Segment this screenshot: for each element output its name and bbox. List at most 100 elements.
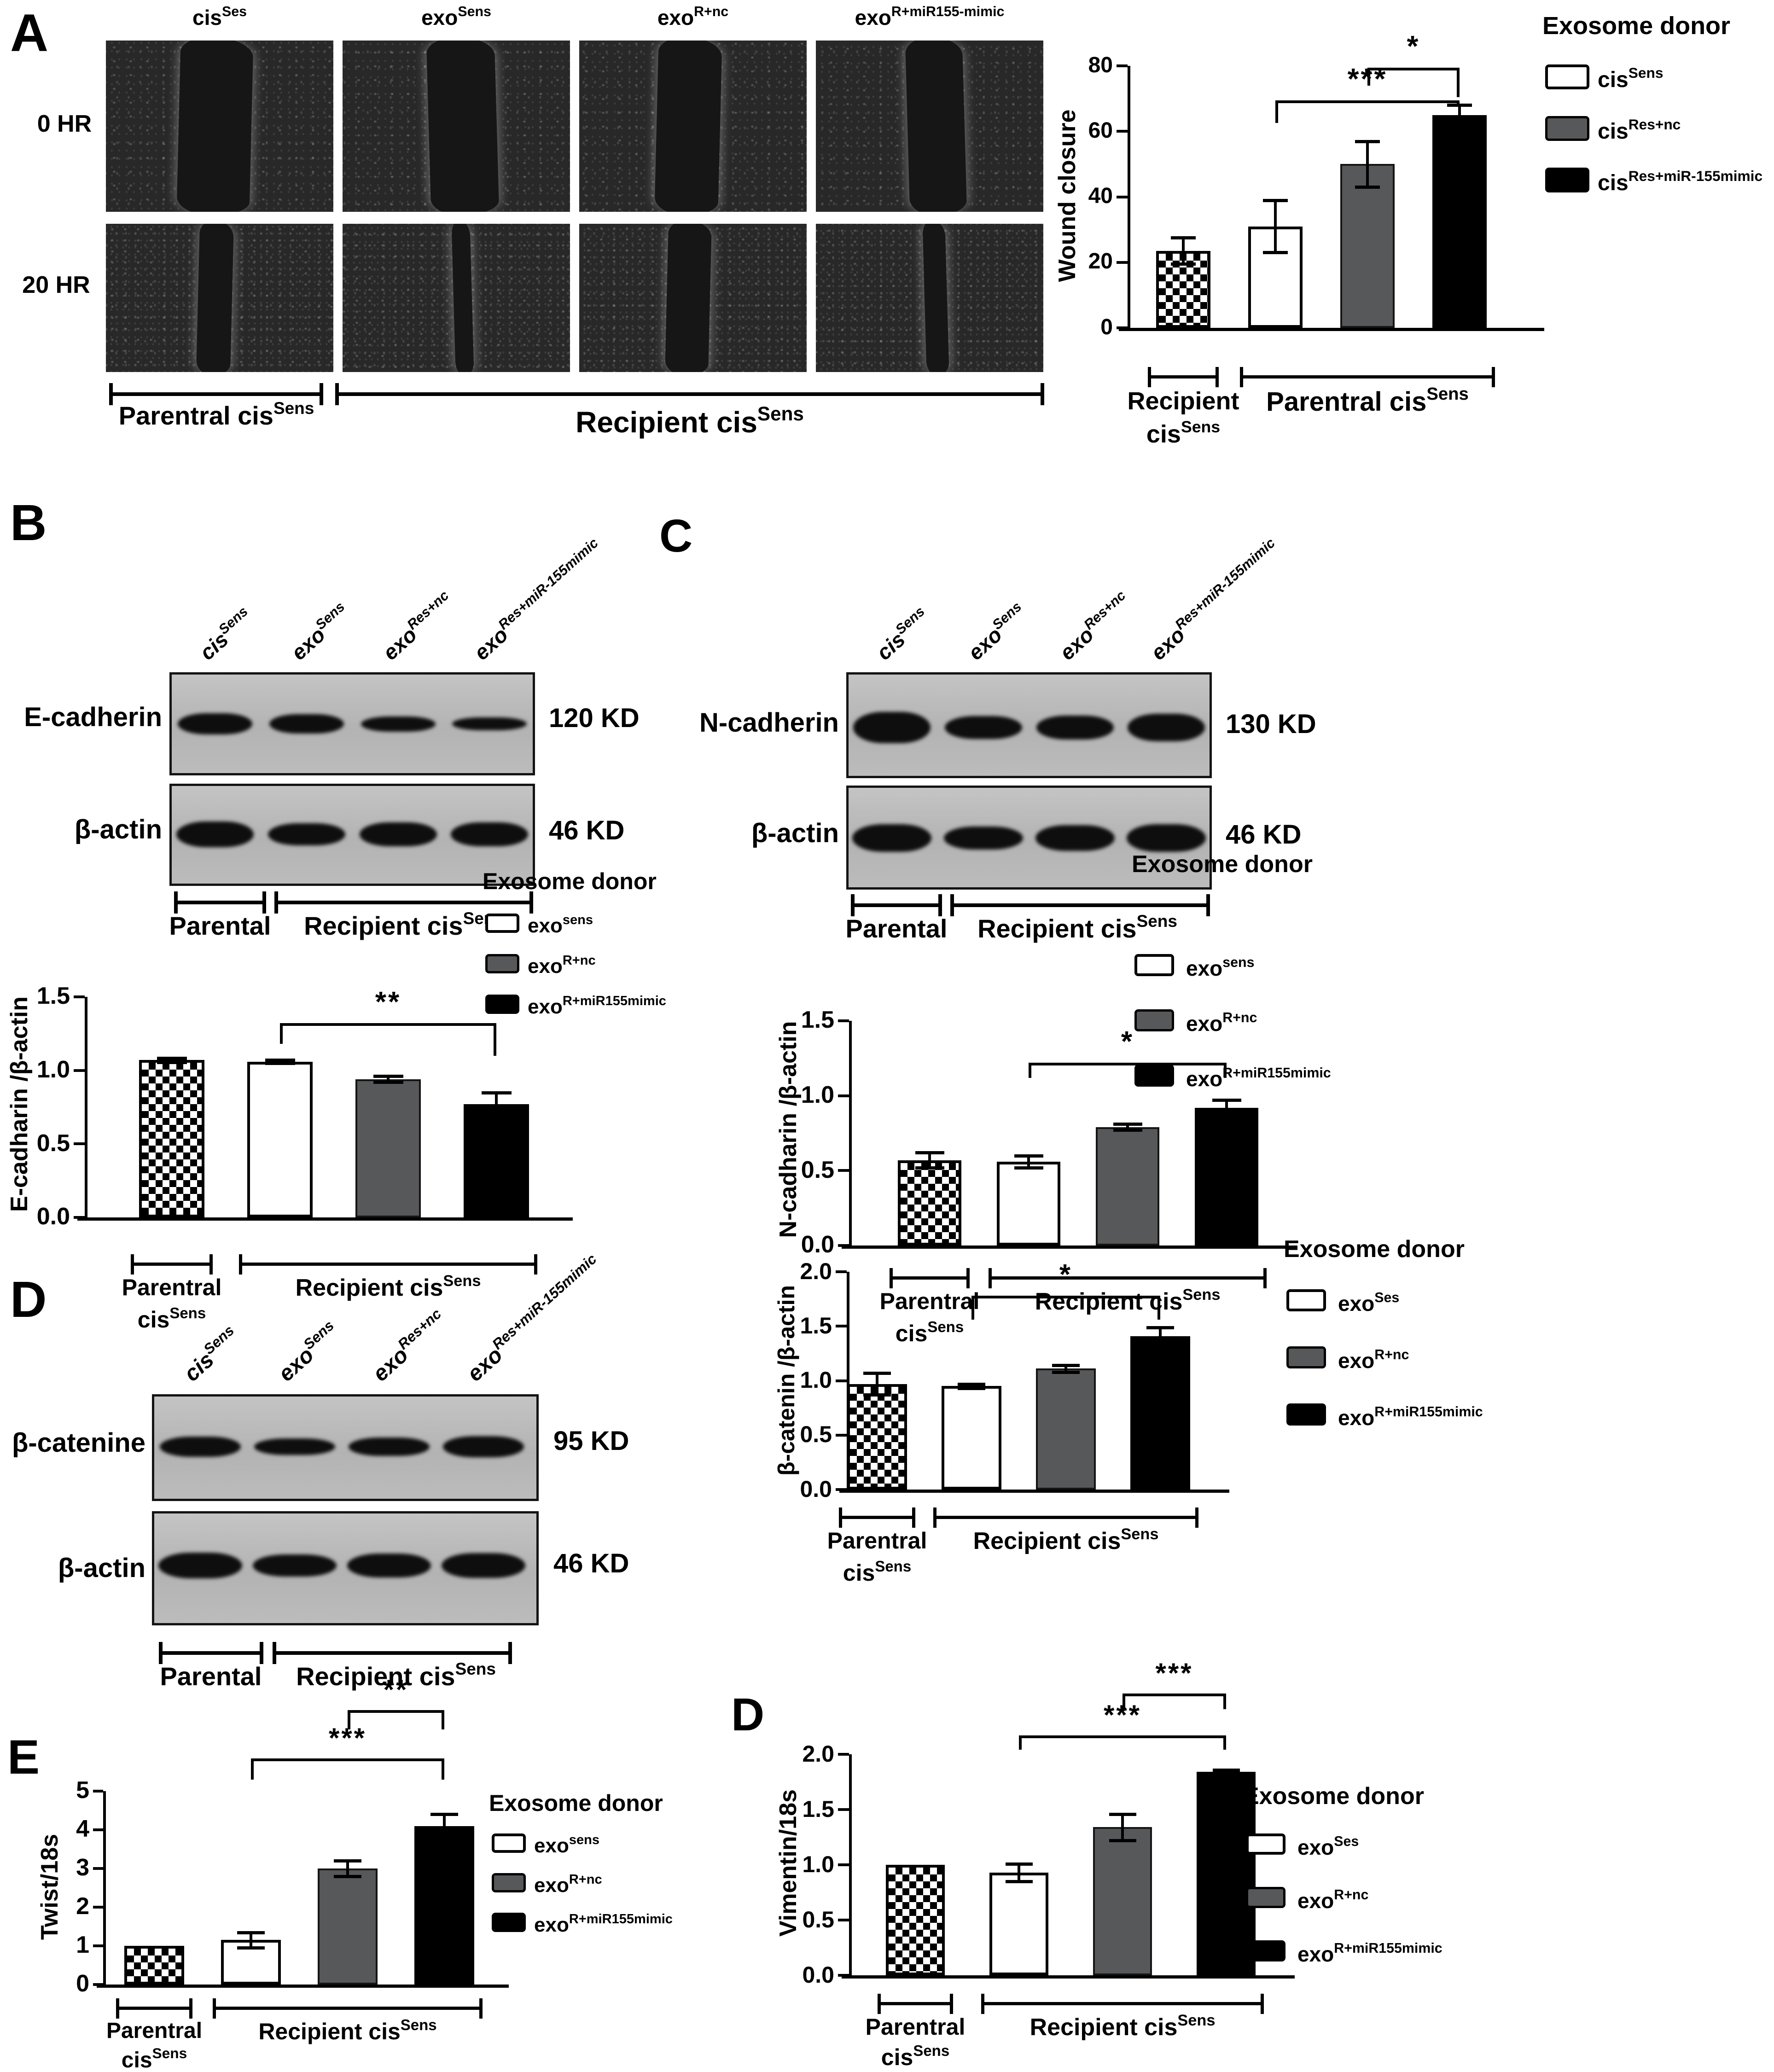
error-cap [373, 1075, 403, 1078]
x-group-label-sup: Sens [1121, 1525, 1159, 1543]
y-tick-label: 40 [1088, 184, 1113, 209]
legend-label-sup: Ses [1334, 1833, 1359, 1849]
group-bracket [981, 2002, 1264, 2005]
y-tick [838, 1169, 849, 1172]
x-group-label-sup: Sens [1177, 2011, 1216, 2029]
error-bar [1159, 1327, 1162, 1345]
legend-swatch-gray [485, 954, 519, 973]
micrograph-column-header-base: exo [421, 6, 458, 29]
legend-label: cisSens [1598, 65, 1663, 92]
bar-black [1197, 1772, 1256, 1975]
x-group-label: Parentral [0, 2019, 361, 2043]
legend-label-sup: R+miR155mimic [562, 994, 666, 1009]
micrograph-wound-gap [654, 41, 722, 212]
group-bracket-tick [839, 1507, 842, 1528]
blot-band [1127, 824, 1206, 852]
sig-bracket [442, 1758, 444, 1780]
group-bracket-tick [966, 1268, 970, 1288]
error-bar [1027, 1155, 1030, 1168]
bar-black [1195, 1107, 1258, 1246]
bar-black [1432, 115, 1487, 328]
sig-bracket [971, 1296, 974, 1320]
sig-bracket [1367, 67, 1370, 86]
y-tick-label: 80 [1088, 52, 1113, 77]
group-bracket-tick [878, 1994, 881, 2014]
error-cap [265, 1059, 295, 1062]
error-cap [1146, 1326, 1174, 1329]
legend-title: Exosome donor [1542, 12, 1731, 40]
y-tick [1117, 195, 1128, 198]
sig-label: * [1059, 1259, 1073, 1291]
lane-label: exoRes+nc [1055, 588, 1135, 665]
y-tick-label: 0.0 [802, 1961, 834, 1988]
micrograph-wound-assay [816, 41, 1043, 212]
protein-label: β-catenine [12, 1428, 145, 1458]
group-bracket [851, 903, 942, 907]
blot-group-label-base: Recipient cis [296, 1662, 455, 1691]
x-group-label: Recipient cisSens [859, 1526, 1273, 1554]
error-bar [495, 1092, 498, 1116]
panel-label: E [7, 1730, 40, 1784]
error-cap [1146, 1343, 1174, 1347]
legend-swatch-black [1286, 1403, 1326, 1426]
legend-label: exoR+miR155mimic [528, 994, 666, 1018]
x-group-label-base: cis [843, 1560, 875, 1586]
micrograph-column-header: cisSes [106, 5, 333, 29]
error-cap [334, 1859, 361, 1863]
sig-bracket [1123, 1694, 1125, 1709]
y-axis [849, 1021, 852, 1248]
group-bracket [1148, 375, 1219, 378]
blot-group-label: Parental [4, 1663, 418, 1690]
y-tick [74, 995, 85, 998]
x-group-label: Recipient [976, 388, 1390, 414]
group-bracket-tick [933, 1507, 936, 1528]
error-cap [157, 1061, 187, 1065]
group-bracket-tick [1240, 367, 1243, 387]
group-bracket [174, 901, 266, 904]
error-cap [1109, 1812, 1136, 1816]
y-tick [836, 1270, 847, 1273]
sig-bracket [1275, 100, 1278, 123]
protein-label: E-cadherin [24, 702, 162, 733]
x-group-label-base: Recipient cis [258, 2019, 401, 2044]
x-axis [842, 1975, 1295, 1979]
y-tick-label: 1.5 [802, 1796, 834, 1822]
legend-label-base: exo [1297, 1835, 1334, 1859]
blot-group-label-sup: Sens [1136, 912, 1177, 931]
legend-label: cisRes+miR-155mimic [1598, 168, 1762, 195]
bar-gray [1036, 1368, 1096, 1490]
x-group-label: Recipient cisSens [181, 1273, 595, 1301]
x-group-label: cisSens [0, 2046, 361, 2072]
sig-bracket [494, 1023, 496, 1056]
sig-bracket [1457, 100, 1460, 105]
y-tick-label: 0.5 [800, 1421, 832, 1448]
blot-group-label-base: Recipient cis [304, 911, 463, 940]
group-bracket-tick [213, 1998, 216, 2019]
x-group-label-sup: Sens [1426, 384, 1469, 404]
x-group-label-base: Recipient [1127, 387, 1239, 415]
micrograph-wound-gap [451, 224, 474, 372]
x-group-label-base: Parentral [827, 1528, 927, 1554]
legend-label: exoR+miR155mimic [1186, 1065, 1331, 1090]
x-group-label-base: Recipient cis [295, 1275, 443, 1301]
y-axis-label: β-catenin /β-actin [774, 1285, 799, 1476]
y-tick-label: 2.0 [800, 1258, 832, 1284]
micrograph-wound-gap [905, 41, 967, 212]
legend-label-sup: R+miR155mimic [1374, 1404, 1483, 1420]
lane-label: cisSens [195, 604, 257, 664]
legend-swatch-gray [492, 1873, 526, 1892]
sig-bracket [280, 1023, 283, 1044]
lane-label: exoRes+miR-155mimic [1146, 535, 1285, 665]
group-bracket [1240, 375, 1495, 378]
error-cap [430, 1836, 458, 1839]
error-bar [1458, 105, 1461, 125]
micrograph-wound-assay [579, 224, 807, 372]
legend-label: exoSes [1297, 1833, 1359, 1859]
error-cap [1171, 262, 1196, 266]
legend-label: exoR+nc [534, 1873, 602, 1896]
sig-bracket [1223, 1694, 1226, 1709]
sig-bracket [1275, 100, 1460, 103]
legend-label-base: exo [528, 914, 563, 937]
bar-white [942, 1386, 1001, 1490]
bar-black [414, 1826, 474, 1985]
